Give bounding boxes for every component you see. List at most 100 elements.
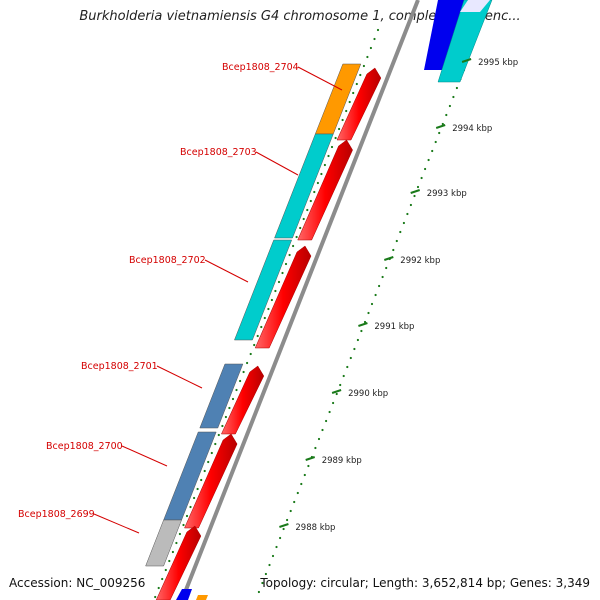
track-dot: [257, 590, 260, 594]
gene-feature-Bcep1808_2703[interactable]: [274, 133, 334, 239]
gene-leader-line: [93, 513, 140, 534]
white-feature-top: [460, 0, 490, 12]
track-dot: [296, 491, 299, 495]
track-dot: [161, 577, 164, 581]
track-dot: [338, 127, 341, 131]
cds-arrow[interactable]: [184, 433, 238, 529]
track-dot: [334, 136, 337, 140]
track-dot: [434, 140, 437, 144]
track-dot: [293, 500, 296, 504]
track-dot: [420, 176, 423, 180]
gene-leader-line: [297, 66, 343, 91]
track-dot: [309, 199, 312, 203]
track-dot: [284, 262, 288, 266]
scale-tick: [461, 58, 472, 63]
track-dot: [193, 496, 196, 500]
track-dot: [316, 181, 319, 185]
track-dot: [381, 275, 384, 279]
track-dot: [239, 379, 242, 383]
gene-feature-Bcep1808_2699[interactable]: [145, 519, 182, 567]
scale-tick: [410, 189, 421, 194]
track-dot: [289, 509, 292, 513]
track-dot: [178, 532, 181, 536]
track-dot: [455, 86, 458, 90]
gene-feature-Bcep1808_2702[interactable]: [234, 239, 293, 341]
track-dot: [378, 284, 381, 288]
track-dot: [314, 446, 317, 450]
track-dot: [346, 365, 349, 369]
scale-tick: [305, 456, 316, 461]
track-dot: [431, 149, 434, 153]
cds-arrow[interactable]: [221, 365, 265, 435]
track-dot: [249, 352, 252, 356]
gene-label[interactable]: Bcep1808_2702: [129, 255, 206, 266]
gene-label[interactable]: Bcep1808_2703: [180, 147, 257, 158]
track-dot: [362, 64, 365, 68]
scale-tick-label: 2988 kbp: [295, 523, 335, 533]
gene-label[interactable]: Bcep1808_2704: [222, 62, 299, 73]
track-dot: [279, 536, 282, 540]
gene-feature-Bcep1808_2701[interactable]: [199, 363, 244, 429]
track-dot: [286, 518, 289, 522]
accession-text: Accession: NC_009256: [9, 576, 146, 590]
track-dot: [154, 595, 157, 599]
track-dot: [303, 473, 306, 477]
track-dot: [369, 46, 372, 50]
track-dot: [171, 550, 174, 554]
track-dot: [438, 131, 441, 135]
cds-arrow[interactable]: [254, 245, 312, 349]
scale-tick-label: 2992 kbp: [400, 256, 440, 266]
track-dot: [288, 253, 291, 257]
track-dot: [448, 104, 451, 108]
track-dot: [406, 212, 409, 216]
track-dot: [399, 230, 402, 234]
scale-tick-label: 2993 kbp: [427, 189, 467, 199]
gene-label[interactable]: Bcep1808_2700: [46, 441, 123, 452]
track-dot: [295, 235, 298, 239]
track-dot: [214, 442, 217, 446]
scale-tick: [358, 322, 368, 327]
track-dot: [395, 239, 398, 243]
track-dot: [275, 545, 278, 549]
track-dot: [307, 464, 310, 468]
track-dot: [370, 302, 374, 306]
track-dot: [231, 397, 235, 401]
track-dot: [175, 541, 178, 545]
track-dot: [416, 185, 420, 189]
gene-label[interactable]: Bcep1808_2701: [81, 361, 158, 372]
track-dot: [282, 527, 285, 531]
track-dot: [349, 356, 352, 360]
track-dot: [441, 122, 444, 126]
track-dot: [271, 554, 275, 558]
track-dot: [253, 343, 256, 347]
track-dot: [402, 221, 405, 225]
cds-arrow[interactable]: [155, 525, 202, 600]
scale-tick-label: 2991 kbp: [374, 322, 414, 332]
track-dot: [353, 347, 356, 351]
track-dot: [221, 424, 224, 428]
track-dot: [348, 100, 351, 104]
blue-feature-bottom[interactable]: [176, 589, 192, 600]
track-dot: [168, 559, 171, 563]
track-dot: [317, 437, 321, 441]
track-dot: [274, 289, 277, 293]
cds-arrow[interactable]: [336, 67, 382, 141]
track-dot: [292, 244, 295, 248]
track-dot: [164, 568, 167, 572]
scale-ticks: 2995 kbp 2994 kbp 2993 kbp 2992 kbp 2991 kbp…: [279, 58, 518, 533]
track-dot: [323, 163, 326, 167]
cds-arrow[interactable]: [297, 139, 353, 241]
orange-feature-bottom[interactable]: [196, 595, 208, 600]
track-dot: [335, 392, 338, 396]
track-dot: [330, 145, 334, 149]
gene-leader-line: [121, 445, 168, 467]
track-dot: [452, 95, 455, 99]
gene-label[interactable]: Bcep1808_2699: [18, 509, 95, 520]
track-dot: [299, 226, 302, 230]
track-dot: [355, 82, 358, 86]
cyan-feature-top[interactable]: [437, 0, 493, 83]
track-dot: [424, 167, 427, 171]
scale-tick-label: 2995 kbp: [478, 58, 518, 68]
track-dot: [445, 113, 448, 117]
